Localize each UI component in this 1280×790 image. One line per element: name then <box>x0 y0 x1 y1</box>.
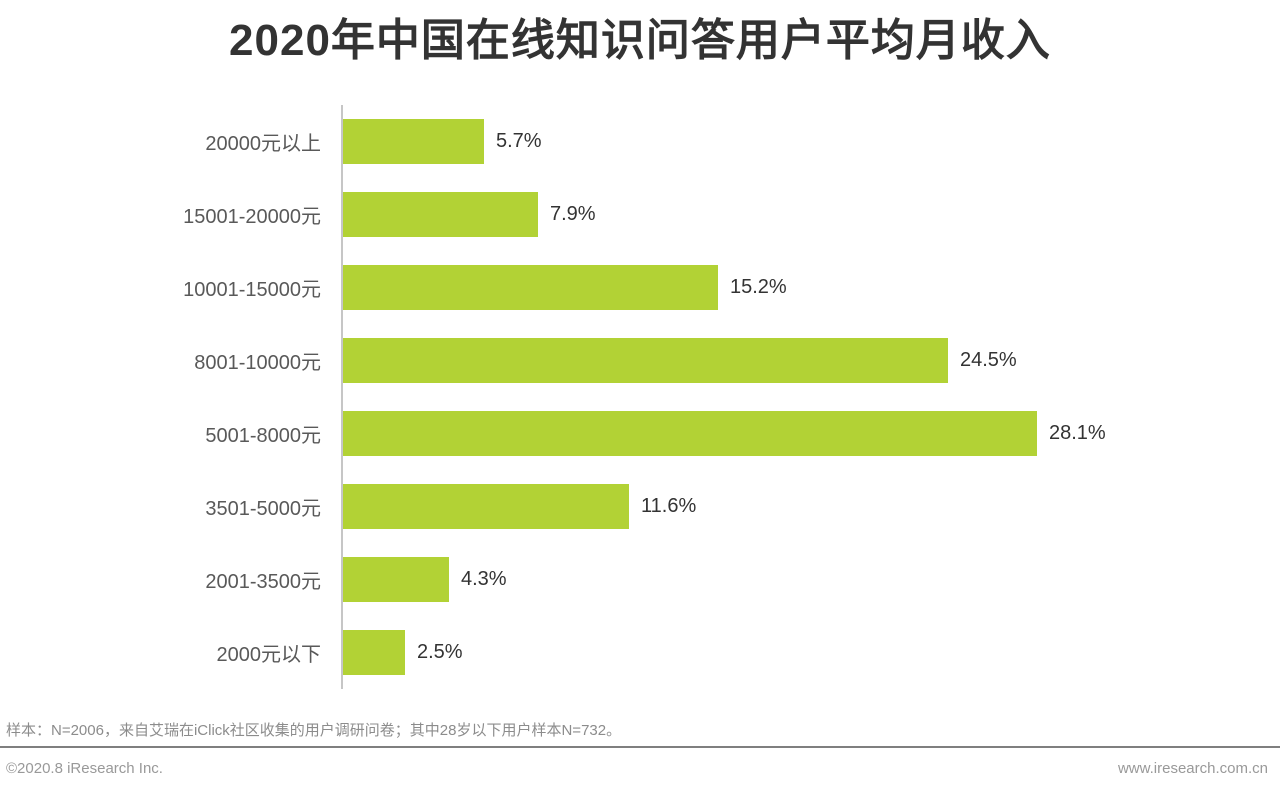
value-label: 11.6% <box>641 494 697 517</box>
bar-track: 4.3% <box>341 542 1280 616</box>
bar <box>343 556 449 602</box>
bar-track: 28.1% <box>341 396 1280 470</box>
bar-track: 7.9% <box>341 177 1280 251</box>
category-label: 20000元以上 <box>205 132 321 155</box>
bar-track: 2.5% <box>341 615 1280 689</box>
bar <box>343 483 629 529</box>
category-label: 15001-20000元 <box>183 205 321 228</box>
bar-row: 15001-20000元 7.9% <box>0 177 1280 251</box>
bar-row: 20000元以上 5.7% <box>0 104 1280 178</box>
footer: ©2020.8 iResearch Inc. www.iresearch.com… <box>6 760 1268 777</box>
chart-title: 2020年中国在线知识问答用户平均月收入 <box>229 16 1051 65</box>
value-label: 5.7% <box>496 129 542 152</box>
value-label: 2.5% <box>417 640 463 663</box>
bar <box>343 264 718 310</box>
bar-row: 10001-15000元 15.2% <box>0 250 1280 324</box>
bar-track: 11.6% <box>341 469 1280 543</box>
value-label: 4.3% <box>461 567 507 590</box>
bar <box>343 118 484 164</box>
category-label: 2001-3500元 <box>205 570 321 593</box>
bar <box>343 410 1037 456</box>
category-label: 10001-15000元 <box>183 278 321 301</box>
bar-track: 15.2% <box>341 250 1280 324</box>
value-label: 7.9% <box>550 202 596 225</box>
bar-row: 2000元以下 2.5% <box>0 615 1280 689</box>
category-label: 2000元以下 <box>216 643 322 666</box>
category-label: 5001-8000元 <box>205 424 321 447</box>
bar-track: 5.7% <box>341 104 1280 178</box>
bar-track: 24.5% <box>341 323 1280 397</box>
bar <box>343 337 948 383</box>
bar <box>343 191 538 237</box>
bar-row: 2001-3500元 4.3% <box>0 542 1280 616</box>
copyright-text: ©2020.8 iResearch Inc. <box>6 760 163 777</box>
bar-chart: 20000元以上 5.7% 15001-20000元 7.9% 10001-15000元… <box>0 104 1280 689</box>
footer-divider <box>0 746 1280 748</box>
sample-note: 样本：N=2006，来自艾瑞在iClick社区收集的用户调研问卷；其中28岁以下… <box>6 722 622 739</box>
bar-row: 5001-8000元 28.1% <box>0 396 1280 470</box>
value-label: 24.5% <box>960 348 1017 371</box>
bar-row: 3501-5000元 11.6% <box>0 469 1280 543</box>
bar-row: 8001-10000元 24.5% <box>0 323 1280 397</box>
value-label: 28.1% <box>1049 421 1106 444</box>
category-label: 3501-5000元 <box>205 497 321 520</box>
bar <box>343 629 405 675</box>
website-url: www.iresearch.com.cn <box>1117 760 1268 777</box>
category-label: 8001-10000元 <box>194 351 321 374</box>
value-label: 15.2% <box>730 275 787 298</box>
bar-rows: 20000元以上 5.7% 15001-20000元 7.9% 10001-15000元… <box>0 104 1280 689</box>
